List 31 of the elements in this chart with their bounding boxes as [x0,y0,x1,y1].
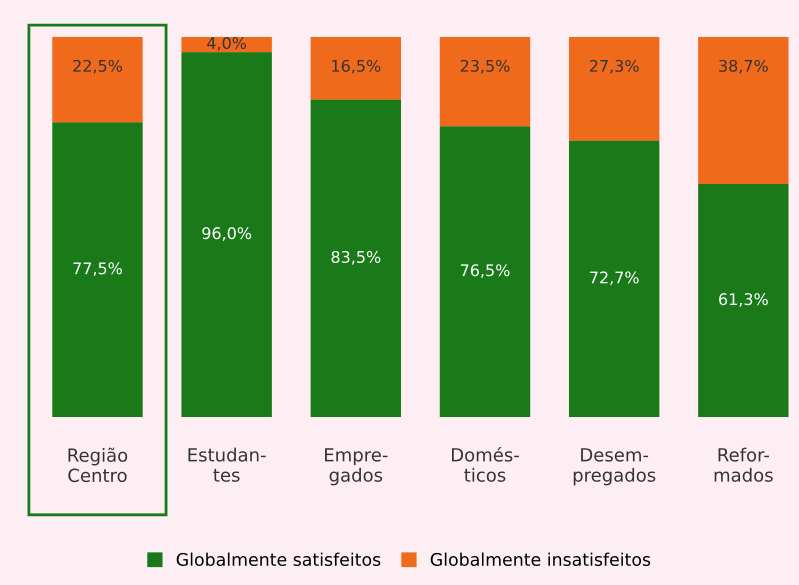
bar [181,52,272,418]
data-label: 38,7% [719,60,768,74]
legend-label: Globalmente satisfeitos [176,552,380,566]
data-label: 4,0% [207,37,246,51]
bar [568,140,660,418]
bar [698,36,789,184]
bar [52,36,143,122]
data-label: 23,5% [460,60,510,74]
x-tick-label: Refor- mados [714,448,773,482]
x-tick-label: Desem- pregados [574,448,656,486]
x-tick-label: Domés- ticos [452,446,519,482]
data-label: 83,5% [332,250,380,265]
data-label: 27,3% [590,60,639,74]
bar [568,36,660,141]
legend-label: Globalmente insatisfeitos [430,552,650,566]
bar [310,100,402,418]
data-label: 16,5% [332,60,380,74]
data-label: 22,5% [73,60,122,74]
bar [440,126,530,418]
data-label: 96,0% [202,227,252,241]
bar [440,36,530,126]
bar [52,122,143,418]
bar [698,184,789,418]
data-label: 61,3% [719,293,768,307]
x-tick-label: Região Centro [68,448,128,482]
data-label: 77,5% [73,262,122,276]
x-tick-label: Empre- gados [325,448,388,486]
x-tick-label: Estudan- tes [188,448,266,482]
data-label: 76,5% [460,264,510,278]
bar [310,36,402,100]
data-label: 72,7% [590,271,639,286]
